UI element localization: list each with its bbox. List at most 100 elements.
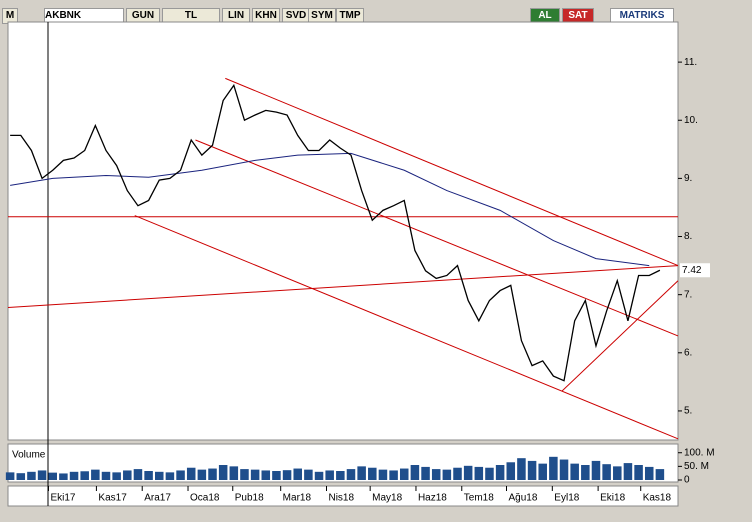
volume-bar <box>186 467 196 480</box>
volume-bar <box>378 469 388 480</box>
volume-tick-label: 100. M <box>684 447 715 458</box>
volume-bar <box>59 473 68 480</box>
x-tick-label: Ağu18 <box>509 493 538 504</box>
volume-bar <box>176 470 185 480</box>
volume-bar <box>218 465 228 480</box>
x-tick-label: Kas17 <box>98 493 127 504</box>
volume-bar <box>293 468 302 480</box>
volume-bar <box>80 471 89 480</box>
y-tick-label: 9. <box>684 173 692 184</box>
tool-button[interactable]: TMP <box>336 8 364 24</box>
x-tick-label: May18 <box>372 493 402 504</box>
volume-tick-label: 0 <box>684 475 690 486</box>
volume-bar <box>538 463 547 480</box>
volume-bar <box>314 471 324 480</box>
volume-bar <box>431 469 441 480</box>
volume-bar <box>144 471 153 480</box>
volume-bar <box>527 460 537 480</box>
volume-title: Volume <box>12 450 46 461</box>
volume-bar <box>421 466 430 480</box>
volume-bar <box>197 469 207 480</box>
volume-bar <box>5 472 15 480</box>
x-axis-pane <box>7 485 679 507</box>
x-tick-label: Eki17 <box>50 493 75 504</box>
volume-bar <box>410 465 420 480</box>
volume-bar <box>336 471 345 480</box>
volume-bar <box>463 465 473 480</box>
volume-bar <box>549 456 558 480</box>
y-tick-label: 7. <box>684 289 692 300</box>
volume-bar <box>250 469 260 480</box>
y-tick-label: 8. <box>684 231 692 242</box>
volume-bar <box>325 470 334 480</box>
volume-bar <box>27 471 36 480</box>
volume-bar <box>261 470 271 480</box>
volume-bar <box>101 471 111 480</box>
x-tick-label: Nis18 <box>328 493 354 504</box>
volume-bar <box>133 469 143 480</box>
volume-bar <box>655 469 665 480</box>
volume-tick-label: 50. M <box>684 461 709 472</box>
moving-average <box>10 152 650 267</box>
volume-bar <box>69 471 79 480</box>
x-tick-label: Pub18 <box>235 493 264 504</box>
volume-bar <box>48 472 57 480</box>
volume-bar <box>453 467 462 480</box>
x-tick-label: Oca18 <box>190 493 220 504</box>
volume-bar <box>495 465 505 480</box>
volume-bar <box>304 469 313 480</box>
trendline <box>561 280 679 392</box>
tool-button[interactable]: SYM <box>308 8 336 24</box>
volume-bar <box>368 467 377 480</box>
volume-bar <box>485 467 494 480</box>
volume-bar <box>240 469 249 480</box>
volume-bar <box>442 469 452 480</box>
trendline <box>195 139 679 337</box>
volume-bar <box>282 470 292 480</box>
volume-bar <box>112 472 121 480</box>
volume-bar <box>644 466 654 480</box>
volume-bar <box>208 468 217 480</box>
volume-bar <box>16 473 26 480</box>
volume-bar <box>613 466 622 480</box>
volume-bar <box>154 471 164 480</box>
trendline <box>225 77 679 267</box>
volume-bar <box>623 463 633 480</box>
volume-bar <box>570 463 579 480</box>
volume-bar <box>123 470 132 480</box>
volume-bar <box>559 459 569 480</box>
volume-bar <box>634 465 643 480</box>
volume-bar <box>399 468 409 480</box>
price-pane <box>7 21 679 441</box>
x-tick-label: Eyl18 <box>554 493 579 504</box>
volume-bar <box>506 462 516 480</box>
volume-bar <box>517 458 526 480</box>
last-price-label: 7.42 <box>682 265 702 276</box>
x-tick-label: Kas18 <box>643 493 672 504</box>
volume-bar <box>37 470 47 480</box>
volume-bar <box>357 466 366 480</box>
x-tick-label: Eki18 <box>600 493 625 504</box>
y-tick-label: 6. <box>684 347 692 358</box>
price-line <box>10 83 661 382</box>
x-tick-label: Mar18 <box>283 493 312 504</box>
x-tick-label: Ara17 <box>144 493 171 504</box>
volume-bar <box>581 465 590 480</box>
volume-bar <box>602 464 611 480</box>
trendline <box>7 265 679 308</box>
volume-bar <box>165 472 175 480</box>
volume-bar <box>91 469 100 480</box>
y-tick-label: 5. <box>684 406 692 417</box>
last-price-box <box>680 263 710 278</box>
volume-bar <box>272 471 281 480</box>
x-tick-label: Tem18 <box>464 493 494 504</box>
volume-bar <box>346 469 356 480</box>
volume-bar <box>591 460 601 480</box>
y-tick-label: 11. <box>684 57 697 68</box>
volume-bar <box>229 466 239 480</box>
trendline <box>134 215 679 440</box>
y-tick-label: 10. <box>684 115 698 126</box>
volume-bar <box>474 466 484 480</box>
